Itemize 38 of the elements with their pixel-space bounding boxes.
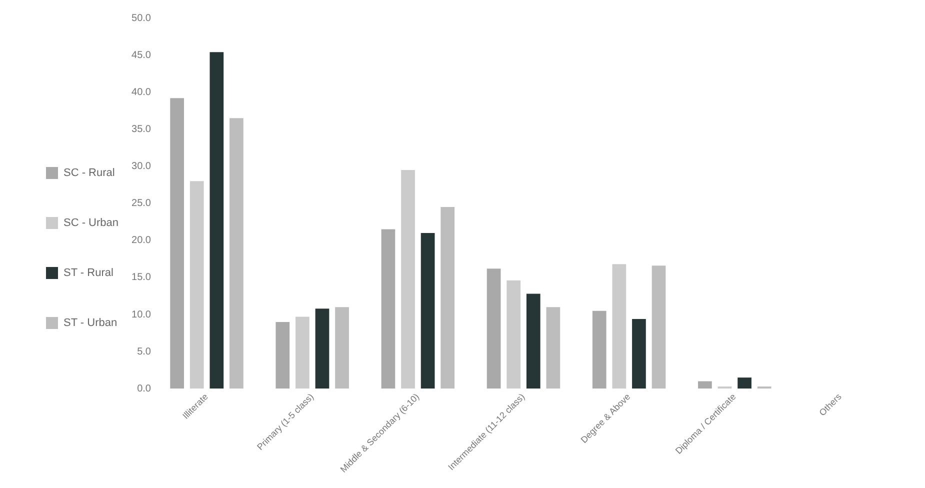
bar (210, 52, 224, 389)
legend-label: SC - Urban (64, 217, 119, 230)
bar (296, 316, 310, 389)
bar (612, 264, 626, 389)
bar (190, 181, 204, 389)
bar (592, 310, 606, 389)
bar (526, 294, 540, 389)
bar (381, 229, 396, 389)
legend-label: SC - Rural (64, 167, 115, 180)
y-tick-label: 35.0 (132, 124, 152, 135)
legend-label: ST - Rural (64, 267, 114, 280)
y-tick-label: 0.0 (137, 383, 152, 394)
bar (632, 318, 646, 389)
bar (546, 307, 560, 389)
bar (652, 266, 666, 389)
y-tick-label: 20.0 (132, 235, 152, 246)
y-tick-label: 25.0 (132, 198, 152, 210)
bar (757, 386, 772, 389)
legend-label: ST - Urban (64, 317, 118, 330)
y-tick-label: 10.0 (132, 309, 152, 320)
bar (401, 170, 415, 389)
y-tick-label: 45.0 (132, 50, 152, 61)
bar (486, 268, 501, 389)
y-tick-label: 5.0 (137, 346, 152, 358)
y-tick-label: 40.0 (132, 86, 152, 98)
y-tick-label: 50.0 (132, 12, 152, 24)
bar (276, 322, 290, 389)
bar (698, 381, 712, 389)
y-tick-label: 15.0 (132, 272, 152, 284)
y-tick-label: 30.0 (132, 161, 152, 172)
bar (335, 307, 349, 389)
bar (440, 207, 455, 389)
bar (315, 308, 330, 389)
bar (170, 98, 184, 389)
bar (230, 118, 244, 389)
bar (506, 280, 521, 389)
bar (420, 232, 435, 389)
bar (738, 378, 752, 389)
